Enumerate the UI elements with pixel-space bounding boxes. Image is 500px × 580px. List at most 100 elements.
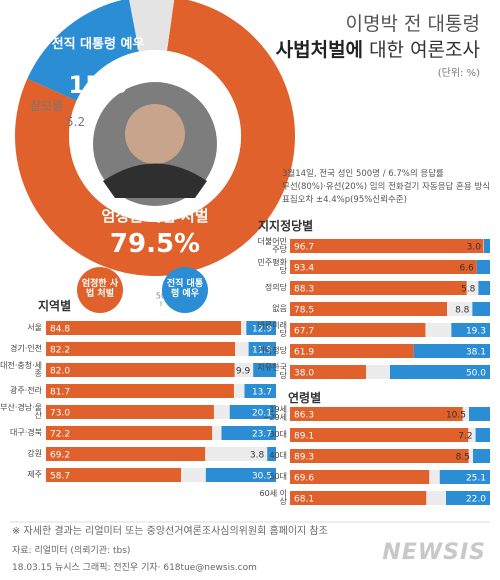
category-label: 부산·경남·울산	[0, 403, 42, 420]
photo-suit	[103, 163, 207, 198]
note-line: 표집오차 ±4.4%p(95%신뢰수준)	[282, 195, 407, 205]
legend-label: 엄정한 사법 처벌	[81, 279, 119, 299]
slice-value: 15.3	[68, 71, 128, 99]
category-label: 민주평화당	[257, 258, 287, 275]
panel-title: 지역별	[38, 299, 72, 313]
category-label: 더불어민주당	[257, 237, 287, 254]
value-label: 10.5	[446, 411, 466, 421]
category-label: 바른미래당	[257, 321, 287, 338]
bar	[390, 365, 490, 379]
bar	[469, 407, 490, 421]
slice-label: 잘모름	[30, 99, 64, 113]
bar	[46, 405, 214, 419]
bar	[205, 468, 276, 482]
bar	[290, 239, 484, 253]
value-label: 3.0	[467, 243, 482, 253]
title: 이명박 전 대통령	[345, 13, 480, 35]
bar	[221, 426, 276, 440]
category-label: 없음	[272, 304, 287, 313]
category-label: 30대	[269, 430, 287, 439]
bar	[46, 342, 236, 356]
category-label: 19세~29세	[262, 405, 287, 422]
bar	[246, 321, 276, 335]
category-label: 경기·인천	[10, 344, 42, 353]
value-label: 68.1	[294, 495, 314, 505]
bar	[290, 491, 427, 505]
category-label: 서울	[27, 323, 42, 332]
category-label: 강원	[27, 449, 42, 458]
value-label: 81.7	[50, 388, 70, 398]
bar	[46, 363, 235, 377]
bar	[290, 344, 414, 358]
pie-slice	[27, 0, 140, 101]
value-label: 7.2	[458, 432, 472, 442]
value-label: 82.0	[50, 367, 70, 377]
bar	[46, 321, 242, 335]
pie-slice	[15, 0, 295, 276]
bar	[290, 470, 430, 484]
bar	[290, 323, 426, 337]
bar	[290, 449, 469, 463]
value-label: 13.7	[252, 388, 272, 398]
value-label: 89.1	[294, 432, 314, 442]
photo-face	[125, 104, 185, 164]
bar	[46, 468, 182, 482]
slice-label: 전직 대통령 예우	[51, 37, 145, 52]
bar	[244, 384, 276, 398]
value-label: 22.0	[466, 495, 486, 505]
category-label: 기타정당	[257, 346, 287, 355]
bar	[478, 281, 490, 295]
bar	[476, 260, 490, 274]
value-label: 84.8	[50, 325, 70, 335]
value-label: 9.9	[236, 367, 251, 377]
value-label: 67.7	[294, 327, 314, 337]
value-label: 8.5	[456, 453, 470, 463]
value-label: 8.8	[455, 306, 470, 316]
slice-value: 79.5%	[109, 229, 201, 259]
category-label: 60세 이상	[259, 489, 287, 506]
value-label: 88.3	[294, 285, 314, 295]
value-label: 50.0	[466, 369, 486, 379]
slice-value: 5.2	[66, 115, 86, 129]
bar	[290, 260, 477, 274]
value-label: 38.1	[466, 348, 486, 358]
bar	[46, 447, 206, 461]
slice-label: 엄정한 사법 처벌	[101, 207, 209, 225]
bar	[473, 449, 490, 463]
subtitle-rest: 대한 여론조사	[369, 39, 480, 61]
bar	[267, 447, 276, 461]
value-label: 96.7	[294, 243, 314, 253]
bar	[484, 239, 490, 253]
unit: (단위: %)	[437, 68, 480, 79]
bar	[290, 302, 447, 316]
source: 자료: 리얼미터 (의뢰기관: tbs)	[12, 546, 131, 556]
bar	[475, 428, 490, 442]
category-label: 자유한국당	[257, 363, 287, 380]
bar	[439, 470, 490, 484]
x-tick-label: 50	[156, 292, 166, 301]
bar	[290, 365, 366, 379]
value-label: 72.2	[50, 430, 70, 440]
category-label: 40대	[269, 451, 287, 460]
bar	[290, 407, 463, 421]
subtitle: 사법처벌에 대한 여론조사	[276, 39, 480, 62]
bar	[229, 405, 276, 419]
value-label: 73.0	[50, 409, 70, 419]
value-label: 25.1	[466, 474, 486, 484]
category-label: 대전·충청·세종	[0, 361, 42, 378]
bar	[46, 384, 234, 398]
panel-title: 지지정당별	[258, 219, 314, 233]
value-label: 78.5	[294, 306, 314, 316]
bar	[472, 302, 490, 316]
value-label: 30.5	[252, 472, 272, 482]
bar	[290, 281, 467, 295]
value-label: 23.7	[252, 430, 272, 440]
panel-title: 연령별	[288, 391, 322, 405]
value-label: 69.6	[294, 474, 314, 484]
category-label: 제주	[27, 470, 42, 479]
value-label: 38.0	[294, 369, 314, 379]
value-label: 82.2	[50, 346, 70, 356]
value-label: 6.6	[459, 264, 474, 274]
credit: 18.03.15 뉴시스 그래픽: 전진우 기자· 618tue@newsis.…	[12, 563, 257, 573]
value-label: 58.7	[50, 472, 70, 482]
